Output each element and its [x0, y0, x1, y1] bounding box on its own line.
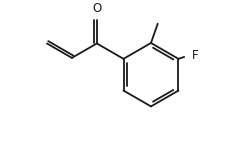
Text: O: O	[92, 2, 101, 15]
Text: F: F	[191, 49, 198, 62]
